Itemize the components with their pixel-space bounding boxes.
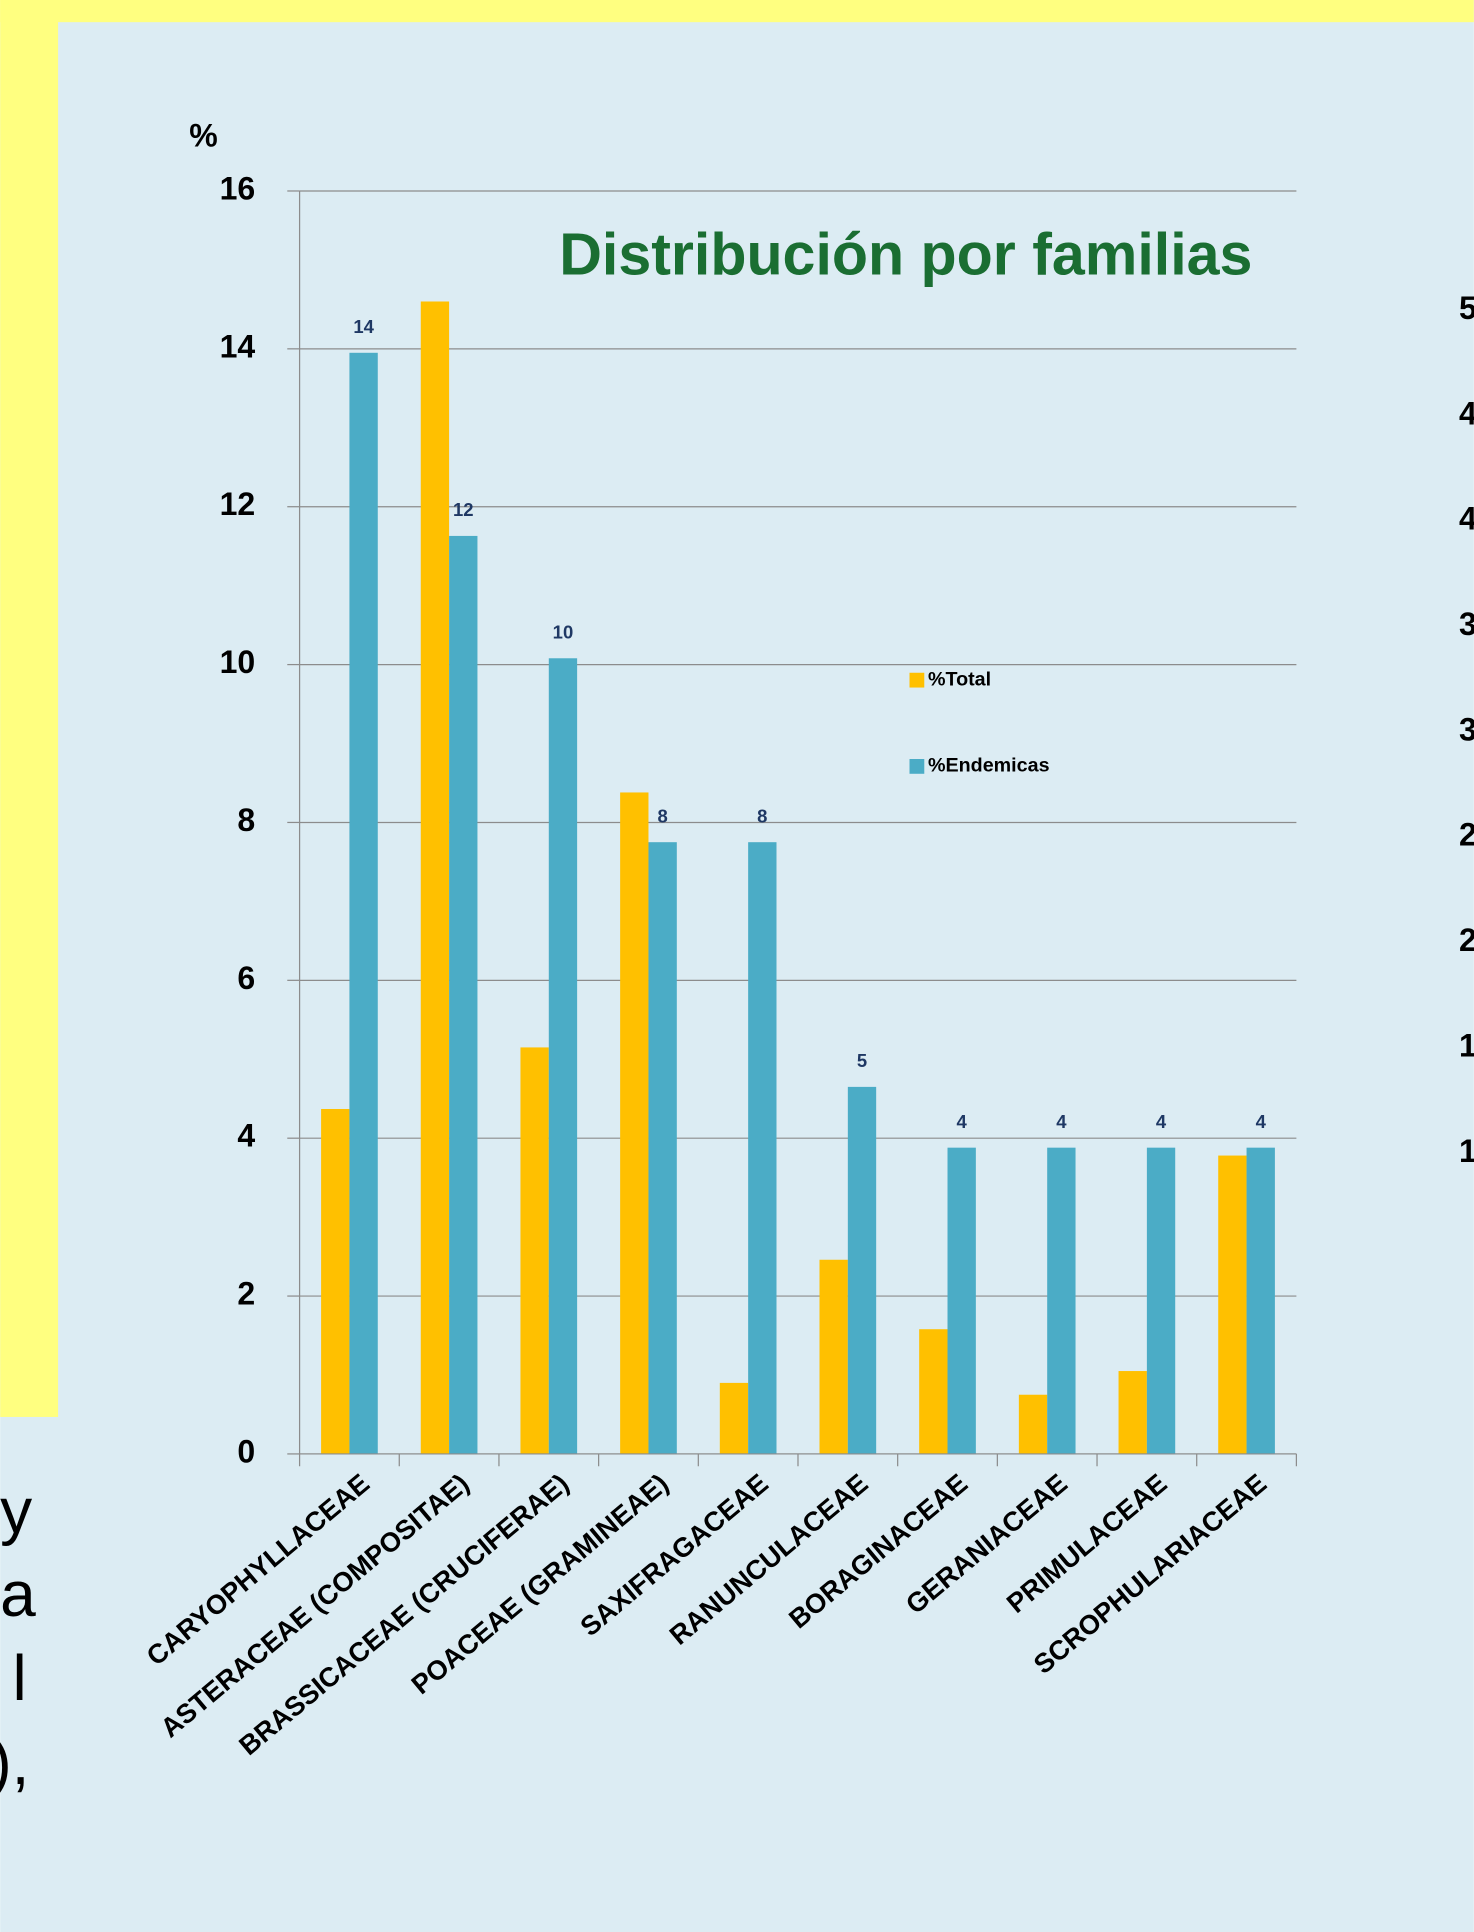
right-fragment: 1	[1459, 1027, 1474, 1063]
bar	[420, 301, 450, 1454]
bar	[748, 842, 777, 1454]
y-tick-label: 12	[220, 486, 256, 522]
right-fragment: 1	[1459, 1133, 1474, 1169]
y-tick-label: 16	[220, 170, 256, 206]
bar	[1018, 1394, 1048, 1454]
legend-swatch	[909, 759, 925, 774]
y-tick-label: 14	[220, 328, 256, 364]
value-label: 4	[1156, 1111, 1167, 1132]
bar	[719, 1382, 749, 1454]
bar	[819, 1259, 848, 1454]
value-label: 14	[353, 316, 374, 337]
right-fragment: 4	[1459, 501, 1474, 537]
left-fragment: ),	[0, 1726, 29, 1798]
value-label: 10	[553, 622, 574, 643]
y-tick-label: 0	[237, 1433, 255, 1469]
yellow-top	[0, 0, 1474, 23]
y-tick-label: 6	[237, 960, 255, 996]
value-label: 8	[657, 805, 667, 826]
right-fragment: 3	[1459, 606, 1474, 642]
left-fragment: a	[0, 1558, 36, 1630]
bar	[620, 792, 649, 1454]
value-label: 12	[453, 499, 474, 520]
value-label: 4	[1256, 1111, 1267, 1132]
bar	[947, 1147, 976, 1454]
bar	[1146, 1147, 1176, 1454]
bar	[847, 1086, 877, 1454]
value-label: 4	[957, 1111, 968, 1132]
y-tick-label: 8	[237, 802, 255, 838]
right-fragment: 4	[1459, 395, 1474, 431]
bar	[520, 1047, 549, 1454]
value-label: 5	[857, 1050, 867, 1071]
right-fragment: 2	[1459, 922, 1474, 958]
left-fragment: y	[0, 1474, 32, 1546]
value-label: 8	[757, 805, 767, 826]
y-axis-label: %	[189, 117, 217, 153]
legend-label: %Endemicas	[928, 755, 1050, 777]
bar	[1118, 1371, 1147, 1454]
bar	[648, 842, 677, 1454]
bar	[1218, 1155, 1247, 1454]
bar	[1047, 1147, 1076, 1454]
y-tick-label: 4	[237, 1118, 255, 1154]
bar	[919, 1329, 948, 1454]
left-fragment: l	[13, 1642, 27, 1714]
legend-label: %Total	[928, 668, 991, 690]
right-fragment: 5	[1459, 290, 1474, 326]
chart-title: Distribución por familias	[559, 220, 1252, 287]
right-fragment: 2	[1459, 817, 1474, 853]
bar	[449, 535, 478, 1454]
bar	[1246, 1147, 1275, 1454]
legend-swatch	[909, 672, 925, 688]
y-tick-label: 10	[220, 644, 256, 680]
bar	[548, 658, 578, 1454]
yellow-left	[0, 0, 59, 1417]
bar	[349, 352, 378, 1454]
value-label: 4	[1056, 1111, 1067, 1132]
right-fragment: 3	[1459, 711, 1474, 747]
bar	[321, 1108, 350, 1454]
y-tick-label: 2	[237, 1276, 255, 1312]
